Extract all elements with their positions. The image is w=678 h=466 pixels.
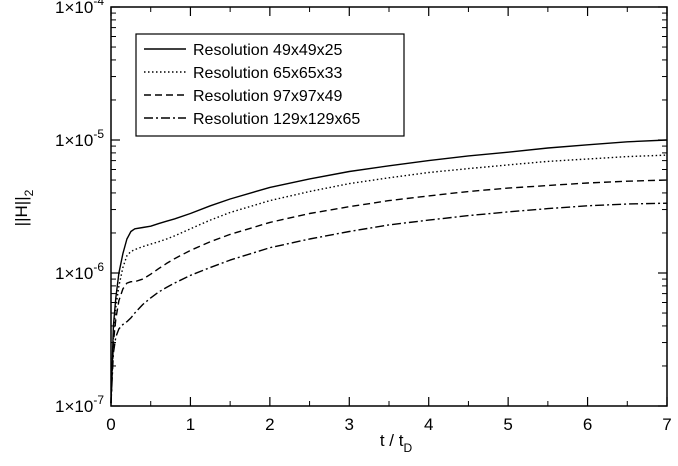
y-tick-label: 1×10-6: [55, 260, 104, 283]
legend-label-3: Resolution 97x97x49: [193, 88, 343, 105]
y-tick-label: 1×10-4: [55, 0, 104, 17]
x-tick-label: 6: [583, 415, 592, 434]
series-lines: [110, 139, 668, 404]
series-line-4: [110, 202, 668, 404]
legend-label-2: Resolution 65x65x33: [193, 65, 343, 82]
series-line-1: [110, 139, 668, 404]
legend-label-4: Resolution 129x129x65: [193, 111, 360, 128]
x-tick-label: 7: [662, 415, 671, 434]
ticks: 0 1 2 3 4 5 6 7 1×10-7 1×10-6 1×10-5 1×10-4: [55, 0, 672, 434]
x-tick-label: 2: [265, 415, 274, 434]
series-line-2: [110, 154, 668, 404]
x-axis-label: t / tD: [380, 431, 413, 455]
x-tick-label: 5: [503, 415, 512, 434]
y-tick-label: 1×10-5: [55, 127, 104, 150]
x-tick-label: 0: [106, 415, 115, 434]
y-axis-label: ||H||2: [12, 189, 36, 226]
series-line-3: [110, 179, 668, 404]
y-tick-label: 1×10-7: [55, 393, 104, 416]
legend: Resolution 49x49x25 Resolution 65x65x33 Re…: [135, 33, 405, 137]
axis-titles: t / tD ||H||2: [12, 189, 412, 455]
x-tick-label: 4: [424, 415, 433, 434]
legend-box: [135, 33, 405, 137]
x-tick-label: 3: [345, 415, 354, 434]
x-tick-label: 1: [186, 415, 195, 434]
legend-label-1: Resolution 49x49x25: [193, 42, 343, 59]
